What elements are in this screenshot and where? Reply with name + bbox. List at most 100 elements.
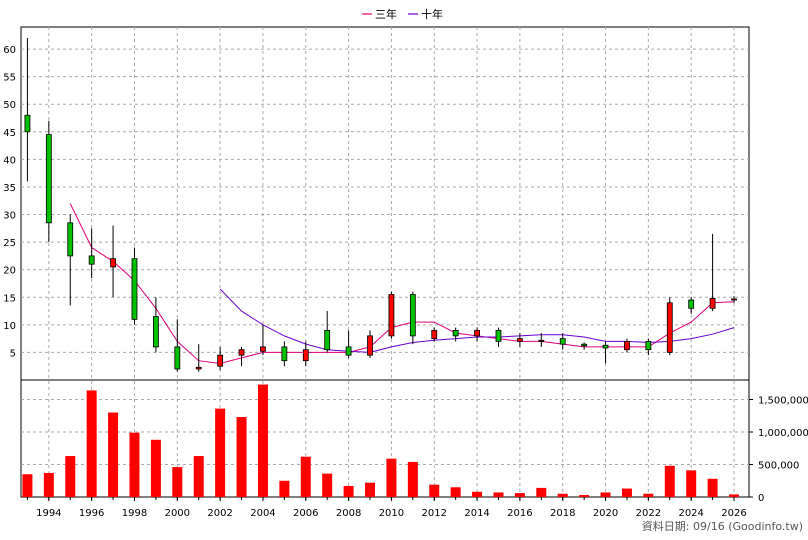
- price-tick-label: 60: [3, 45, 16, 56]
- moving-average-lines: [69, 203, 735, 365]
- legend-label-3yr: 三年: [375, 7, 397, 21]
- candle-body: [152, 316, 159, 348]
- candle-body: [645, 340, 652, 351]
- x-tick-label: 2004: [250, 508, 275, 519]
- x-tick-label: 2022: [636, 508, 661, 519]
- candle-body: [367, 335, 373, 356]
- candle-body: [559, 338, 566, 345]
- x-tick-label: 1994: [36, 508, 61, 519]
- candle-body: [602, 344, 609, 349]
- volume-bar: [407, 461, 418, 497]
- x-tick-label: 2014: [464, 508, 489, 519]
- volume-bar: [43, 472, 54, 497]
- x-tick-label: 2006: [293, 508, 318, 519]
- x-tick-label: 2012: [422, 508, 447, 519]
- volume-bar: [65, 456, 76, 497]
- volume-bar: [150, 439, 161, 497]
- volume-bar: [215, 408, 226, 497]
- volume-axis-ticks: 0 500,000 1,000,000 1,500,000: [749, 396, 808, 504]
- candle-body: [538, 339, 545, 342]
- price-tick-label: 5: [10, 348, 16, 359]
- candle-body: [217, 354, 224, 367]
- volume-bar: [600, 492, 611, 497]
- candle-body: [24, 114, 31, 133]
- volume-bar: [343, 485, 354, 497]
- candle-body: [731, 298, 737, 301]
- price-tick-label: 40: [3, 155, 16, 166]
- chart-legend: 三年 十年: [362, 7, 443, 21]
- x-tick-label: 1998: [122, 508, 147, 519]
- volume-bar: [493, 492, 504, 497]
- candle-body: [302, 349, 309, 362]
- volume-bar: [172, 467, 183, 497]
- price-axis-ticks: 5 10 15 20 25 30 35 40 45 50 55 60: [3, 45, 16, 359]
- volume-bar: [707, 478, 718, 497]
- volume-tick-label: 0: [758, 493, 764, 504]
- volume-grid: [21, 399, 749, 465]
- volume-bar: [621, 488, 632, 497]
- candle-body: [260, 346, 266, 352]
- candle-body: [431, 329, 438, 340]
- volume-bar: [514, 493, 525, 497]
- volume-bar: [386, 458, 397, 497]
- volume-bar: [429, 484, 440, 497]
- candle-body: [581, 343, 588, 347]
- volume-bar: [279, 480, 290, 497]
- volume-bar: [643, 493, 654, 497]
- price-tick-label: 50: [3, 100, 16, 111]
- volume-bars: [22, 384, 740, 497]
- candle-body: [474, 329, 480, 337]
- candle-body: [131, 258, 138, 320]
- candle-body: [195, 366, 202, 370]
- x-grid: [48, 27, 735, 497]
- x-tick-label: 2018: [550, 508, 575, 519]
- volume-bar: [450, 487, 461, 497]
- legend-label-10yr: 十年: [421, 7, 443, 21]
- volume-bar: [557, 493, 568, 497]
- candle-body: [67, 222, 74, 257]
- price-tick-label: 55: [3, 73, 16, 84]
- price-tick-label: 25: [3, 238, 16, 249]
- x-tick-label: 2024: [678, 508, 703, 519]
- volume-bar: [193, 456, 204, 497]
- candle-body: [495, 329, 502, 342]
- candle-body: [345, 346, 352, 356]
- candle-body: [624, 340, 630, 351]
- volume-tick-label: 500,000: [758, 461, 799, 472]
- x-tick-label: 2020: [593, 508, 618, 519]
- candle-body: [174, 346, 181, 370]
- price-tick-label: 15: [3, 293, 16, 304]
- x-tick-label: 1996: [79, 508, 104, 519]
- x-tick-label: 2026: [721, 508, 746, 519]
- volume-bar: [22, 474, 33, 497]
- price-tick-label: 35: [3, 183, 16, 194]
- volume-bar: [686, 470, 697, 497]
- x-tick-label: 2010: [379, 508, 404, 519]
- x-tick-label: 2016: [507, 508, 532, 519]
- candle-body: [324, 329, 331, 351]
- candle-body: [452, 329, 459, 337]
- volume-tick-label: 1,500,000: [758, 396, 808, 407]
- candle-body: [110, 258, 116, 268]
- candle-body: [388, 294, 395, 337]
- price-tick-label: 20: [3, 266, 16, 277]
- candle-body: [688, 299, 695, 309]
- volume-bar: [365, 482, 376, 497]
- x-axis-ticks: 1994 1996 1998 2000 2002 2004 2006 2008 2010 2012…: [26, 497, 747, 519]
- volume-bar: [129, 432, 140, 497]
- price-tick-label: 30: [3, 211, 16, 222]
- volume-bar: [257, 384, 268, 497]
- candle-body: [666, 302, 673, 353]
- volume-bar: [86, 390, 97, 497]
- candle-body: [409, 294, 416, 337]
- candle-body: [516, 338, 523, 342]
- candle-body: [88, 255, 95, 265]
- volume-bar: [300, 456, 311, 497]
- candle-body: [709, 297, 716, 309]
- volume-bar: [664, 465, 675, 497]
- price-tick-label: 45: [3, 128, 16, 139]
- volume-bar: [472, 491, 483, 497]
- ma-3yr-line: [69, 203, 735, 365]
- data-date-credit: 資料日期: 09/16 (Goodinfo.tw): [642, 519, 803, 533]
